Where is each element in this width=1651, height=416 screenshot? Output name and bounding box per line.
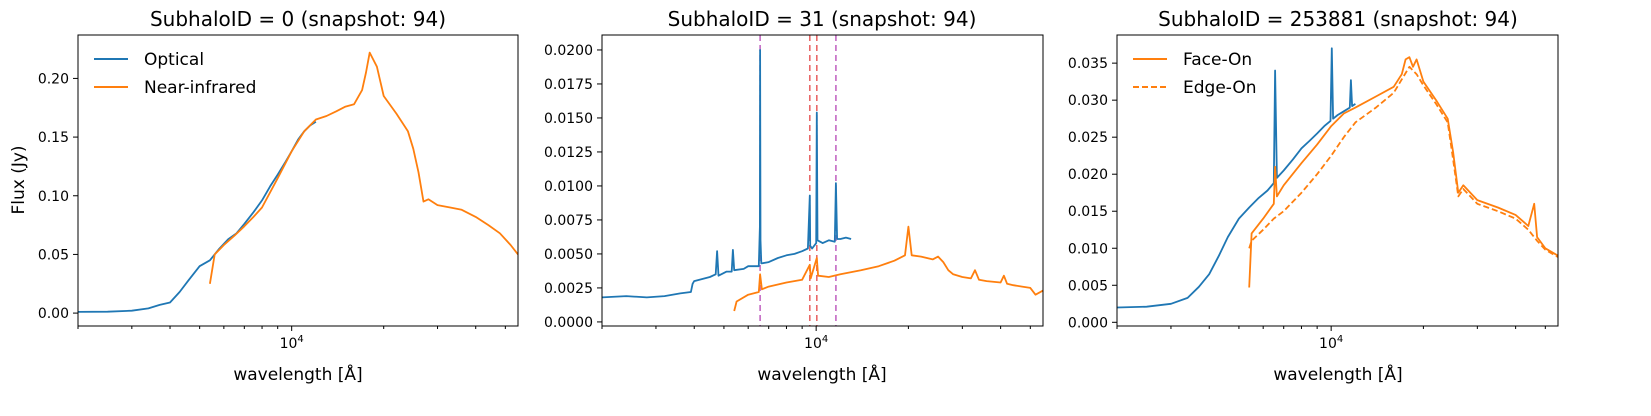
panel-2-xtick-label: 104: [804, 334, 828, 352]
panel-3-frame: [1116, 34, 1559, 327]
legend-label: Face-On: [1183, 50, 1252, 70]
panel-2: SubhaloID = 31 (snapshot: 94) wavelength…: [544, 7, 1044, 385]
panel-3-xtick-label: 104: [1319, 334, 1343, 352]
panel-3-series-1: [1248, 56, 1558, 288]
panel-3-ytick-label: 0.025: [1068, 130, 1108, 146]
panel-3-ytick-label: 0.020: [1068, 167, 1108, 183]
panel-2-ytick-label: 0.0100: [544, 179, 593, 195]
panel-2-xlabel: wavelength [Å]: [757, 363, 886, 385]
panel-3-ytick-label: 0.035: [1068, 56, 1108, 72]
panel-2-series-0: [602, 49, 852, 299]
panel-1-xlabel: wavelength [Å]: [233, 363, 362, 385]
panel-1-ylabel: Flux (Jy): [9, 145, 29, 214]
panel-1-ytick-label: 0.15: [38, 130, 69, 146]
panel-3-ytick-label: 0.010: [1068, 241, 1108, 257]
panel-2-plot: 0.0000 0.0025 0.0050 0.0075 0.0100 0.0125 0.01…: [544, 34, 1044, 352]
panel-1-ytick-label: 0.00: [38, 306, 69, 322]
panel-2-series-1: [733, 225, 1043, 312]
panel-3-plot: 0.000 0.005 0.010 0.015 0.020 0.025 0.030 0.035…: [1068, 34, 1559, 352]
panel-3-ytick-label: 0.030: [1068, 93, 1108, 109]
panel-3-ytick-label: 0.005: [1068, 278, 1108, 294]
panel-2-ytick-label: 0.0050: [544, 247, 593, 263]
panel-2-ytick-label: 0.0125: [544, 145, 593, 161]
legend-label: Near-infrared: [144, 78, 256, 98]
panel-2-ytick-label: 0.0175: [544, 77, 593, 93]
panel-3-legend: Face-On Edge-On: [1133, 50, 1257, 98]
legend-label: Edge-On: [1183, 78, 1257, 98]
panel-1-frame: [77, 34, 519, 327]
panel-2-ytick-label: 0.0000: [544, 315, 593, 331]
panel-3-ytick-label: 0.015: [1068, 204, 1108, 220]
panel-2-frame: [601, 34, 1044, 327]
panel-1-ytick-label: 0.10: [38, 189, 69, 205]
panel-1-series-1: [209, 51, 518, 284]
panel-2-title: SubhaloID = 31 (snapshot: 94): [668, 7, 977, 31]
panel-2-ytick-label: 0.0150: [544, 111, 593, 127]
panel-3-series-0: [1117, 47, 1356, 309]
panel-3: SubhaloID = 253881 (snapshot: 94) wavele…: [1068, 7, 1559, 385]
panel-1-xtick-label: 104: [280, 334, 304, 352]
panel-3-xlabel: wavelength [Å]: [1273, 363, 1402, 385]
panel-3-series-2: [1248, 65, 1558, 258]
panel-3-ytick-label: 0.000: [1068, 315, 1108, 331]
panel-2-ytick-label: 0.0025: [544, 281, 593, 297]
panel-1-title: SubhaloID = 0 (snapshot: 94): [150, 7, 446, 31]
panel-1: SubhaloID = 0 (snapshot: 94) Flux (Jy) w…: [9, 7, 519, 385]
panel-3-title: SubhaloID = 253881 (snapshot: 94): [1158, 7, 1518, 31]
panel-1-plot: 0.00 0.05 0.10 0.15 0.20 104: [38, 34, 519, 352]
panel-1-series-0: [78, 121, 317, 313]
legend-label: Optical: [144, 50, 204, 70]
panel-1-ytick-label: 0.20: [38, 71, 69, 87]
panel-2-ytick-label: 0.0075: [544, 213, 593, 229]
panel-1-legend: Optical Near-infrared: [94, 50, 256, 98]
panel-2-ytick-label: 0.0200: [544, 43, 593, 59]
panel-1-ytick-label: 0.05: [38, 247, 69, 263]
